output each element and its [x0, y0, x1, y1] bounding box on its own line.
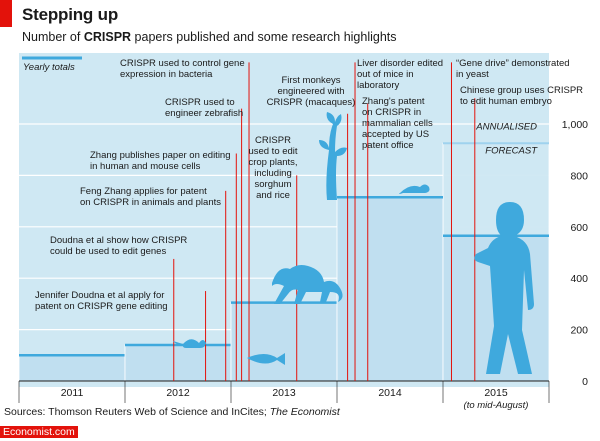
source-note: Sources: Thomson Reuters Web of Science … — [4, 406, 340, 418]
milestone-label: in human and mouse cells — [90, 161, 201, 172]
milestone-label: patent office — [362, 140, 414, 151]
milestone-label: CRISPR used to — [165, 97, 235, 108]
milestone-label: “Gene drive” demonstrated — [456, 58, 570, 69]
bar — [336, 196, 444, 382]
milestone-label: accepted by US — [362, 129, 429, 140]
milestone-label: First monkeys — [281, 75, 340, 86]
subtitle-pre: Number of — [22, 30, 84, 44]
fish-silhouette — [247, 353, 285, 365]
bar — [230, 302, 338, 382]
y-tick-label: 600 — [570, 222, 588, 234]
person-silhouette — [474, 202, 534, 374]
milestone-label: out of mice in — [357, 69, 414, 80]
milestone-label: Zhang's patent — [362, 96, 425, 107]
milestone-label: CRISPR used to control gene — [120, 58, 245, 69]
y-tick-label: 800 — [570, 170, 588, 182]
x-tick-sublabel: (to mid-August) — [464, 400, 529, 411]
milestone-label: sorghum — [255, 179, 292, 190]
milestone-label: could be used to edit genes — [50, 246, 166, 257]
milestone-label: in yeast — [456, 69, 489, 80]
brand-flag — [0, 0, 12, 27]
milestone-label: Doudna et al show how CRISPR — [50, 235, 187, 246]
forecast-label-2: FORECAST — [485, 145, 538, 156]
monkey-silhouette — [272, 265, 343, 304]
bar — [124, 344, 232, 382]
x-tick-label: 2011 — [61, 387, 84, 399]
legend-box — [19, 58, 85, 74]
milestone-label: crop plants, — [248, 157, 297, 168]
subtitle-post: papers published and some research highl… — [131, 30, 397, 44]
milestone-label: mammalian cells — [362, 118, 433, 129]
mouse-silhouette — [173, 339, 206, 348]
x-tick-label: 2014 — [378, 387, 402, 399]
milestone-label: Jennifer Doudna et al apply for — [35, 290, 164, 301]
y-tick-label: 400 — [570, 273, 588, 285]
milestone-label: and rice — [256, 190, 290, 201]
bar — [18, 354, 126, 382]
rat-silhouette — [399, 184, 430, 194]
y-tick-label: 200 — [570, 325, 588, 337]
milestone-label: engineered with — [277, 86, 344, 97]
source-italic: The Economist — [269, 406, 340, 418]
milestone-label: Feng Zhang applies for patent — [80, 186, 207, 197]
milestone-label: to edit human embryo — [460, 96, 552, 107]
y-tick-label: 0 — [582, 376, 588, 388]
milestone-label: Chinese group uses CRISPR — [460, 85, 583, 96]
milestone-label: Liver disorder edited — [357, 58, 443, 69]
source-prefix: Sources: Thomson Reuters Web of Science … — [4, 406, 270, 418]
milestone-label: on CRISPR in animals and plants — [80, 197, 221, 208]
x-tick-label: 2012 — [166, 387, 190, 399]
milestone-label: used to edit — [248, 146, 297, 157]
milestone-label: CRISPR — [255, 135, 291, 146]
milestone-label: Zhang publishes paper on editing — [90, 150, 231, 161]
plant-silhouette — [319, 112, 347, 200]
milestone-label: including — [254, 168, 292, 179]
x-tick-label: 2015 — [484, 387, 508, 399]
subtitle-bold: CRISPR — [83, 30, 132, 44]
x-tick-label: 2013 — [272, 387, 296, 399]
chart-subtitle: Number of CRISPR papers published and so… — [22, 30, 397, 44]
legend-label: Yearly totals — [23, 62, 75, 73]
economist-credit: Economist.com — [0, 426, 78, 438]
milestone-label: patent on CRISPR gene editing — [35, 301, 168, 312]
chart-title: Stepping up — [22, 5, 119, 24]
milestone-label: CRISPR (macaques) — [267, 97, 356, 108]
milestone-label: laboratory — [357, 80, 399, 91]
y-tick-label: 1,000 — [562, 119, 588, 131]
milestone-label: on CRISPR in — [362, 107, 421, 118]
milestone-label: engineer zebrafish — [165, 108, 243, 119]
milestone-label: expression in bacteria — [120, 69, 213, 80]
forecast-label-1: ANNUALISED — [475, 121, 537, 132]
